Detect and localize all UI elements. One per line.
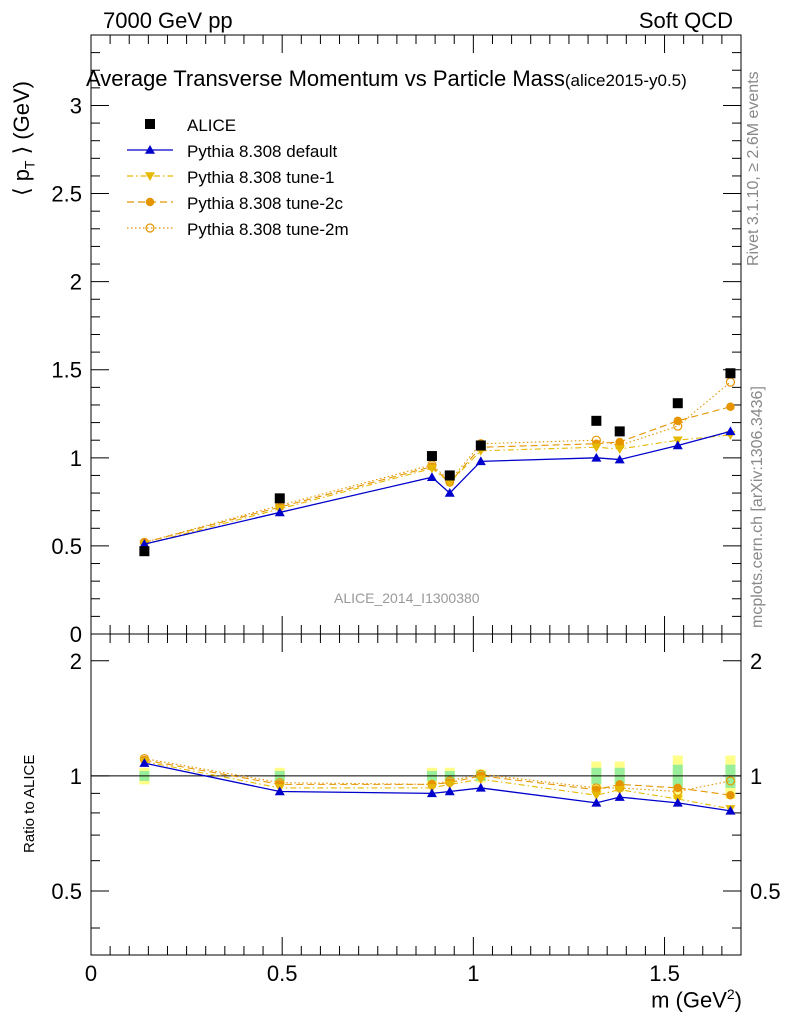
y-axis-label-close: ⟩ (GeV)	[9, 81, 34, 161]
x-tick-label: 1.5	[649, 961, 680, 986]
series-marker	[591, 452, 602, 462]
legend-marker	[145, 145, 155, 154]
series-marker	[614, 445, 625, 455]
y-tick-label: 1	[70, 446, 82, 471]
series-marker	[615, 437, 624, 447]
ratio-tick-label: 1	[70, 764, 82, 789]
y-axis-label: ⟨ pT ⟩ (GeV)	[9, 81, 37, 196]
y-tick-label: 0.5	[51, 534, 82, 559]
legend-marker	[145, 119, 155, 129]
legend-marker	[145, 223, 155, 233]
data-point	[475, 440, 486, 451]
chart-title: Average Transverse Momentum vs Particle …	[86, 66, 687, 92]
data-point	[672, 398, 683, 409]
ratio-tick-label-right: 2	[750, 649, 762, 674]
ratio-series-marker	[725, 805, 736, 815]
ratio-panel: 0.5 0.5 1 1 2 2	[51, 633, 781, 956]
legend-label: Pythia 8.308 default	[187, 142, 338, 161]
data-point	[139, 546, 150, 557]
ratio-frame-border	[90, 633, 742, 956]
data-point	[426, 451, 437, 462]
ratio-series-line	[144, 759, 731, 796]
series-marker	[444, 488, 455, 497]
x-axis-label: m (GeV2)	[651, 986, 742, 1013]
ratio-series-line	[144, 761, 731, 810]
data-point	[444, 470, 455, 481]
ratio-series-marker	[139, 758, 150, 767]
series-marker	[444, 478, 455, 488]
ratio-axis-label: Ratio to ALICE	[21, 754, 38, 853]
y-axis-label-main: ⟨ p	[9, 169, 34, 196]
ratio-series-marker	[475, 782, 486, 792]
legend-label: Pythia 8.308 tune-1	[187, 168, 334, 187]
watermark: ALICE_2014_I1300380	[334, 590, 480, 606]
ratio-series-marker	[672, 797, 683, 807]
legend-marker	[145, 172, 155, 181]
series-marker	[274, 507, 285, 517]
header-right: Soft QCD	[638, 8, 733, 33]
ratio-series-marker	[591, 797, 602, 807]
data-point	[725, 368, 736, 379]
ratio-tick-label: 0.5	[51, 879, 82, 904]
y-tick-label: 3	[70, 93, 82, 118]
series-marker	[475, 456, 486, 466]
x-axis-label-main: m (GeV	[651, 987, 727, 1013]
legend-marker	[145, 197, 155, 207]
x-axis-label-close: )	[734, 987, 742, 1013]
data-point	[591, 415, 602, 426]
series-line	[144, 434, 731, 545]
series-marker	[673, 416, 683, 426]
y-tick-label: 1.5	[51, 358, 82, 383]
ratio-series-marker	[444, 780, 455, 790]
ratio-series-marker	[426, 788, 437, 798]
series-marker	[725, 377, 736, 387]
ratio-series-marker	[444, 786, 455, 796]
x-tick-label: 0	[85, 961, 97, 986]
series-marker	[426, 464, 437, 474]
ratio-series-marker	[614, 792, 625, 801]
series-line	[144, 406, 731, 543]
legend-label: Pythia 8.308 tune-2m	[187, 220, 349, 239]
series-marker	[726, 402, 735, 411]
legend-label: Pythia 8.308 tune-2c	[187, 194, 343, 213]
ratio-series-marker	[614, 785, 625, 795]
series-marker	[725, 426, 736, 436]
chart-title-text: Average Transverse Momentum vs Particle …	[86, 66, 565, 91]
ratio-tick-label-right: 1	[750, 764, 762, 789]
rivet-label: Rivet 3.1.10, ≥ 2.6M events	[745, 71, 762, 266]
ratio-series-marker	[591, 791, 602, 801]
mcplots-label: mcplots.cern.ch [arXiv:1306.3436]	[749, 386, 766, 628]
data-point	[614, 426, 625, 437]
series-marker	[614, 454, 625, 464]
series-marker	[426, 472, 437, 481]
main-panel: 0 0.5 1 1.5 0 0.5 1 1.5 2 2.5 3	[51, 34, 742, 986]
ratio-series-marker	[475, 775, 486, 785]
y-axis-label-sub: T	[21, 160, 38, 170]
series-line	[144, 430, 731, 545]
x-tick-label: 0.5	[267, 961, 298, 986]
series-marker	[591, 443, 602, 453]
ratio-series-marker	[725, 776, 736, 786]
ratio-series-marker	[726, 790, 735, 800]
y-tick-label: 2.5	[51, 182, 82, 207]
ratio-series-marker	[274, 786, 285, 796]
legend: ALICE Pythia 8.308 default Pythia 8.308 tu…	[127, 116, 349, 239]
series-marker	[139, 539, 150, 548]
series-line	[144, 381, 731, 543]
y-tick-label: 0	[70, 622, 82, 647]
chart-title-suffix: (alice2015-y0.5)	[564, 71, 687, 90]
x-axis-label-sup: 2	[726, 986, 735, 1002]
ratio-tick-label-right: 0.5	[750, 879, 781, 904]
ratio-series-line	[144, 762, 731, 812]
ratio-series-line	[144, 758, 731, 793]
data-point	[274, 493, 285, 504]
legend-label: ALICE	[187, 116, 236, 135]
series-marker	[672, 440, 683, 450]
ratio-series-marker	[673, 783, 683, 793]
x-tick-label: 1	[467, 961, 479, 986]
ratio-tick-label: 2	[70, 649, 82, 674]
header-left: 7000 GeV pp	[103, 8, 233, 33]
y-tick-label: 2	[70, 270, 82, 295]
